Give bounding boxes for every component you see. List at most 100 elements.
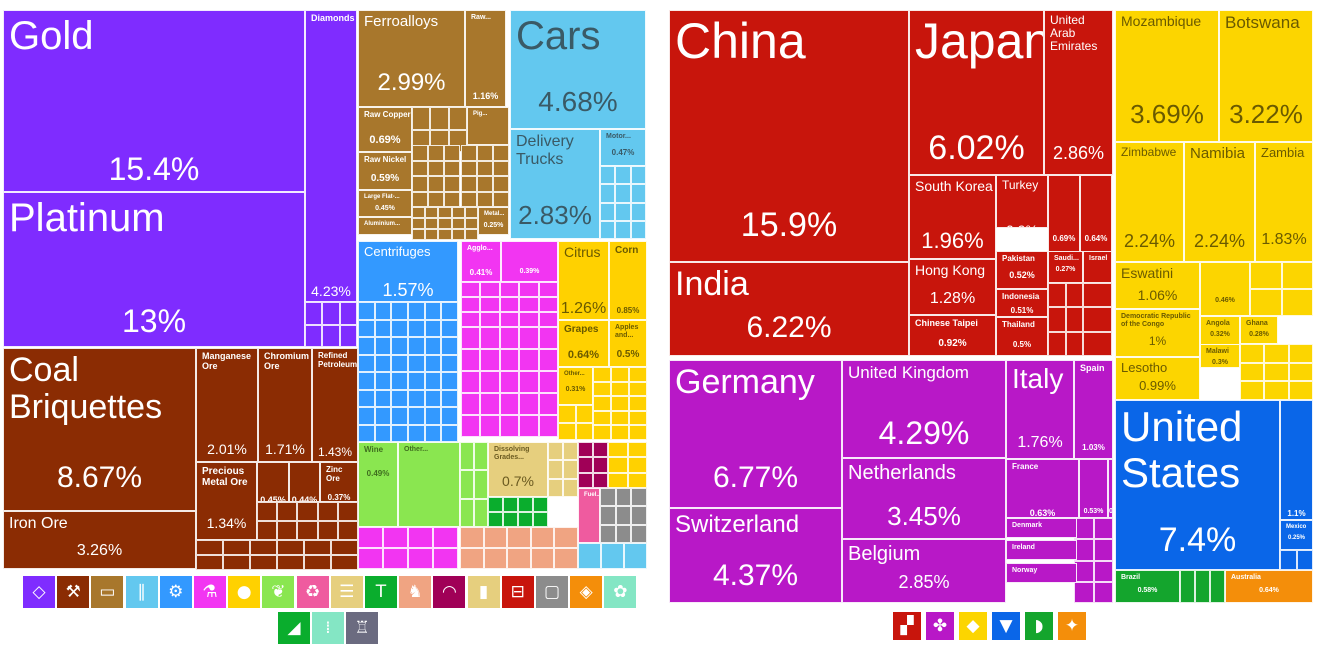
treemap-tile-united-kingdom[interactable]: United Kingdom 4.29% bbox=[842, 360, 1006, 458]
treemap-small-tile[interactable] bbox=[600, 166, 616, 185]
treemap-small-tile[interactable] bbox=[331, 540, 358, 555]
treemap-small-tile[interactable] bbox=[1240, 381, 1265, 400]
asia-map-icon[interactable]: ▞ bbox=[893, 612, 921, 640]
treemap-small-tile[interactable] bbox=[374, 372, 392, 390]
treemap-small-tile[interactable] bbox=[304, 555, 331, 570]
treemap-tile-brazil[interactable]: Brazil 0.58% bbox=[1115, 570, 1180, 603]
treemap-small-tile[interactable] bbox=[624, 543, 647, 569]
treemap-tile-aluminium[interactable]: Aluminium... bbox=[358, 217, 412, 235]
treemap-small-tile[interactable] bbox=[461, 371, 481, 393]
treemap-small-tile[interactable] bbox=[593, 472, 608, 488]
treemap-small-tile[interactable] bbox=[444, 145, 461, 161]
shirt-icon[interactable]: T bbox=[365, 576, 397, 608]
treemap-tile-chromium-ore[interactable]: Chromium Ore 1.71% bbox=[258, 348, 312, 462]
treemap-small-tile[interactable] bbox=[441, 407, 458, 425]
box-icon[interactable]: ▢ bbox=[536, 576, 568, 608]
treemap-small-tile[interactable] bbox=[383, 527, 408, 548]
treemap-small-tile[interactable] bbox=[476, 160, 493, 176]
treemap-small-tile[interactable] bbox=[499, 415, 520, 437]
treemap-small-tile[interactable] bbox=[483, 548, 508, 569]
treemap-small-tile[interactable] bbox=[374, 337, 392, 355]
south-america-map-icon[interactable]: ◗ bbox=[1025, 612, 1053, 640]
treemap-small-tile[interactable] bbox=[600, 220, 616, 239]
treemap-tile-tile-35[interactable]: 0.53% bbox=[1079, 459, 1108, 518]
treemap-tile-tile-10[interactable]: 0.44% bbox=[289, 462, 320, 502]
treemap-small-tile[interactable] bbox=[391, 319, 408, 337]
road-icon[interactable]: ∥ bbox=[125, 576, 158, 608]
treemap-tile-australia[interactable]: Australia 0.64% bbox=[1225, 570, 1313, 603]
treemap-small-tile[interactable] bbox=[600, 202, 616, 221]
treemap-small-tile[interactable] bbox=[408, 319, 425, 337]
treemap-small-tile[interactable] bbox=[1048, 307, 1066, 332]
treemap-small-tile[interactable] bbox=[441, 372, 458, 390]
treemap-small-tile[interactable] bbox=[331, 555, 358, 570]
treemap-small-tile[interactable] bbox=[1288, 344, 1313, 363]
treemap-tile-spain[interactable]: Spain 1.03% bbox=[1074, 360, 1113, 459]
treemap-small-tile[interactable] bbox=[424, 424, 442, 442]
treemap-small-tile[interactable] bbox=[600, 184, 616, 203]
treemap-small-tile[interactable] bbox=[492, 145, 509, 161]
treemap-small-tile[interactable] bbox=[519, 312, 539, 327]
treemap-small-tile[interactable] bbox=[615, 506, 632, 525]
treemap-small-tile[interactable] bbox=[460, 191, 477, 207]
treemap-small-tile[interactable] bbox=[615, 184, 631, 203]
treemap-small-tile[interactable] bbox=[1093, 560, 1113, 582]
treemap-small-tile[interactable] bbox=[499, 282, 520, 297]
treemap-tile-dissolving-grades[interactable]: Dissolving Grades... 0.7% bbox=[488, 442, 548, 497]
treemap-small-tile[interactable] bbox=[460, 145, 477, 161]
treemap-small-tile[interactable] bbox=[430, 107, 449, 130]
treemap-tile-fuel[interactable]: Fuel... bbox=[578, 488, 600, 543]
treemap-small-tile[interactable] bbox=[608, 457, 628, 473]
treemap-tile-precious-metal-ore[interactable]: Precious Metal Ore 1.34% bbox=[196, 462, 257, 540]
treemap-tile-south-korea[interactable]: South Korea 1.96% bbox=[909, 175, 996, 259]
treemap-small-tile[interactable] bbox=[615, 220, 631, 239]
treemap-tile-netherlands[interactable]: Netherlands 3.45% bbox=[842, 458, 1006, 539]
treemap-small-tile[interactable] bbox=[627, 457, 647, 473]
treemap-small-tile[interactable] bbox=[412, 107, 431, 130]
treemap-tile-japan[interactable]: Japan 6.02% bbox=[909, 10, 1044, 175]
treemap-small-tile[interactable] bbox=[499, 393, 520, 415]
treemap-small-tile[interactable] bbox=[1296, 550, 1313, 570]
treemap-small-tile[interactable] bbox=[391, 424, 408, 442]
treemap-small-tile[interactable] bbox=[408, 424, 425, 442]
stone-icon[interactable]: ◈ bbox=[570, 576, 603, 608]
treemap-small-tile[interactable] bbox=[250, 555, 277, 570]
treemap-small-tile[interactable] bbox=[601, 543, 624, 569]
treemap-small-tile[interactable] bbox=[297, 521, 318, 540]
treemap-tile-ferroalloys[interactable]: Ferroalloys 2.99% bbox=[358, 10, 465, 107]
treemap-small-tile[interactable] bbox=[1195, 570, 1210, 603]
treemap-small-tile[interactable] bbox=[608, 472, 628, 488]
treemap-small-tile[interactable] bbox=[391, 337, 408, 355]
easel-icon[interactable]: ♖ bbox=[346, 612, 378, 644]
treemap-tile-china[interactable]: China 15.9% bbox=[669, 10, 909, 262]
treemap-small-tile[interactable] bbox=[339, 324, 357, 347]
europe-map-icon[interactable]: ✤ bbox=[926, 612, 954, 640]
treemap-small-tile[interactable] bbox=[305, 324, 323, 347]
treemap-small-tile[interactable] bbox=[428, 176, 445, 192]
treemap-small-tile[interactable] bbox=[474, 498, 488, 527]
treemap-small-tile[interactable] bbox=[593, 442, 608, 458]
diamond-icon[interactable]: ◇ bbox=[23, 576, 55, 608]
treemap-tile-apples-and[interactable]: Apples and... 0.5% bbox=[609, 320, 647, 367]
treemap-small-tile[interactable] bbox=[538, 282, 558, 297]
treemap-tile-democratic-republic-of-the-congo[interactable]: Democratic Republic of the Congo 1% bbox=[1115, 309, 1200, 357]
treemap-small-tile[interactable] bbox=[538, 327, 558, 349]
treemap-small-tile[interactable] bbox=[277, 502, 298, 521]
treemap-tile-tile-6[interactable]: 0.69% bbox=[1048, 175, 1080, 259]
treemap-small-tile[interactable] bbox=[391, 389, 408, 407]
treemap-small-tile[interactable] bbox=[412, 218, 426, 229]
treemap-tile-botswana[interactable]: Botswana 3.22% bbox=[1219, 10, 1313, 142]
treemap-small-tile[interactable] bbox=[461, 282, 481, 297]
treemap-small-tile[interactable] bbox=[428, 191, 445, 207]
treemap-small-tile[interactable] bbox=[538, 349, 558, 371]
treemap-small-tile[interactable] bbox=[631, 506, 647, 525]
treemap-tile-centrifuges[interactable]: Centrifuges 1.57% bbox=[358, 241, 458, 302]
treemap-tile-norway[interactable]: Norway bbox=[1006, 563, 1077, 583]
treemap-small-tile[interactable] bbox=[408, 337, 425, 355]
treemap-small-tile[interactable] bbox=[488, 497, 503, 512]
treemap-tile-saudi[interactable]: Saudi... 0.27% bbox=[1048, 251, 1083, 283]
treemap-tile-denmark[interactable]: Denmark bbox=[1006, 518, 1077, 538]
treemap-small-tile[interactable] bbox=[627, 472, 647, 488]
treemap-small-tile[interactable] bbox=[461, 297, 481, 312]
treemap-small-tile[interactable] bbox=[519, 371, 539, 393]
